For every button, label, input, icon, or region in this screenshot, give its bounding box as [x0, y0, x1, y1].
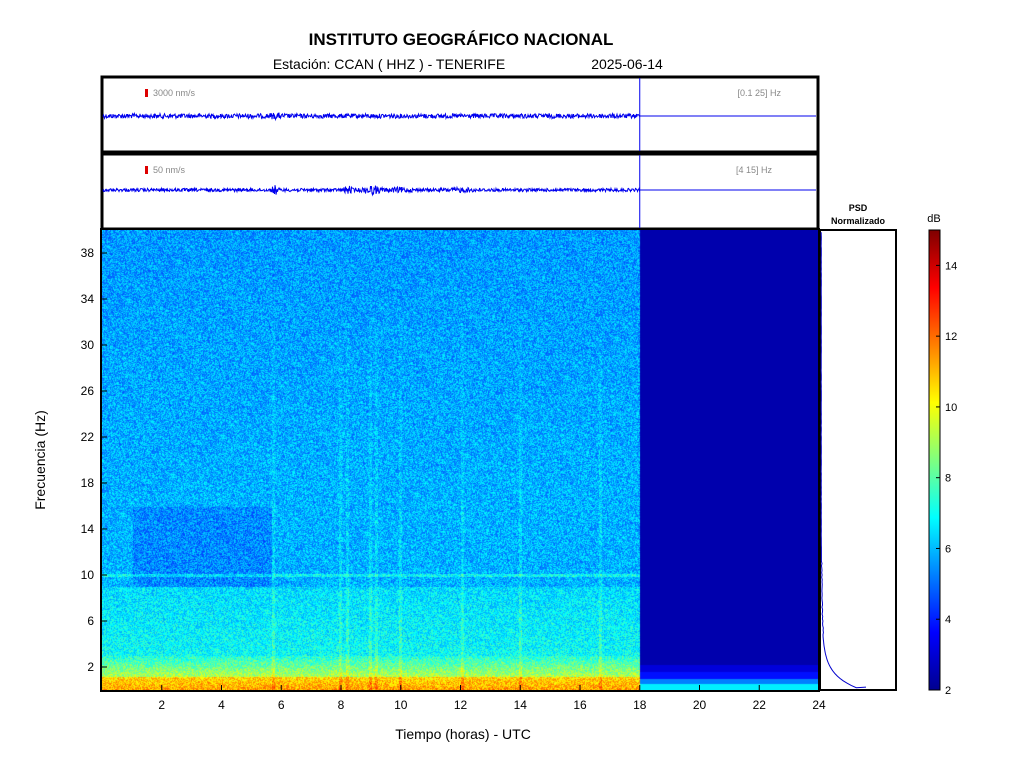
- date-label: 2025-06-14: [591, 56, 663, 72]
- station-label: Estación: CCAN ( HHZ ) - TENERIFE: [273, 56, 505, 72]
- colorbar-tick-label: 12: [945, 331, 957, 343]
- trace-band-label: [4 15] Hz: [736, 165, 773, 175]
- spectrogram: 2 4 6 8 10 12 14 16 18 20 22 24 261014182226303438 …: [32, 228, 826, 742]
- trace-waveform: [102, 111, 640, 122]
- x-tick-label: 10: [394, 698, 408, 712]
- y-tick-label: 18: [81, 476, 95, 490]
- x-tick-label: 18: [633, 698, 647, 712]
- x-tick-label: 8: [338, 698, 345, 712]
- psd-title-line2: Normalizado: [831, 216, 886, 226]
- x-tick-label: 20: [693, 698, 707, 712]
- y-tick-label: 26: [81, 384, 95, 398]
- trace-panel-broadband: 3000 nm/s [0.1 25] Hz: [100, 75, 820, 154]
- y-axis-label: Frecuencia (Hz): [32, 410, 48, 510]
- colorbar-tick-label: 8: [945, 473, 951, 485]
- y-tick-label: 14: [81, 522, 95, 536]
- x-tick-label: 22: [753, 698, 767, 712]
- colorbar-tick-label: 4: [945, 614, 951, 626]
- y-tick-label: 38: [81, 246, 95, 260]
- spectrogram-image: [102, 230, 819, 690]
- y-tick-label: 10: [81, 568, 95, 582]
- trace-scale-label: 3000 nm/s: [153, 88, 196, 98]
- colorbar: dB 2 4 6 8 10 12 14: [927, 213, 957, 697]
- colorbar-ticks: 2 4 6 8 10 12 14: [936, 260, 957, 697]
- trace-waveform: [102, 185, 640, 197]
- psd-curve: [820, 232, 867, 689]
- seismic-trace-broadband: [102, 78, 816, 151]
- seismic-trace-filtered: [102, 155, 816, 228]
- x-axis-label: Tiempo (horas) - UTC: [395, 726, 531, 742]
- psd-panel: PSD Normalizado: [819, 203, 897, 691]
- x-axis-ticks: 2 4 6 8 10 12 14 16 18 20 22 24: [158, 685, 826, 712]
- colorbar-gradient: [928, 229, 941, 691]
- y-tick-label: 22: [81, 430, 95, 444]
- figure-title: INSTITUTO GEOGRÁFICO NACIONAL: [309, 30, 614, 49]
- y-tick-label: 2: [87, 660, 94, 674]
- colorbar-tick-label: 10: [945, 402, 957, 414]
- trace-band-label: [0.1 25] Hz: [737, 88, 781, 98]
- colorbar-tick-label: 14: [945, 260, 957, 272]
- x-tick-label: 4: [218, 698, 225, 712]
- trace-panel-filtered: 50 nm/s [4 15] Hz: [100, 152, 820, 231]
- psd-title-line1: PSD: [849, 203, 868, 213]
- scale-marker: [145, 89, 148, 97]
- psd-frame: [819, 229, 897, 691]
- colorbar-tick-label: 6: [945, 543, 951, 555]
- x-tick-label: 2: [158, 698, 165, 712]
- y-tick-label: 6: [87, 614, 94, 628]
- scale-marker: [145, 166, 148, 174]
- colorbar-tick-label: 2: [945, 685, 951, 697]
- x-tick-label: 14: [514, 698, 528, 712]
- x-tick-label: 24: [812, 698, 826, 712]
- x-tick-label: 12: [454, 698, 468, 712]
- x-tick-label: 16: [573, 698, 587, 712]
- colorbar-label: dB: [927, 213, 940, 225]
- y-tick-label: 34: [81, 292, 95, 306]
- y-tick-label: 30: [81, 338, 95, 352]
- x-tick-label: 6: [278, 698, 285, 712]
- trace-scale-label: 50 nm/s: [153, 165, 186, 175]
